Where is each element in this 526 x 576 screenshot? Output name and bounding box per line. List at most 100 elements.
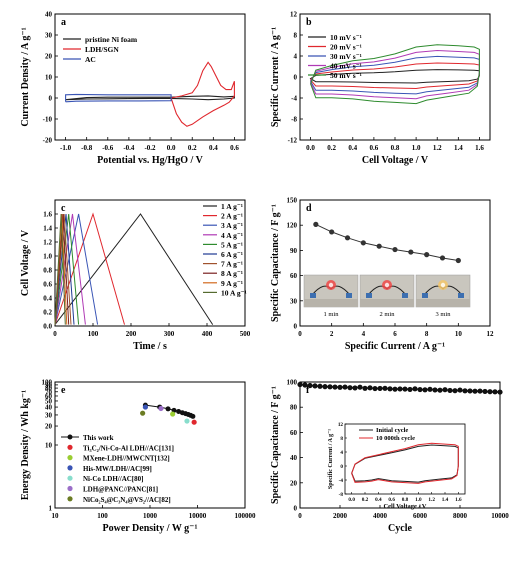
- x-tick-label: 10: [52, 512, 60, 520]
- x-tick-label: 0.4: [348, 144, 357, 152]
- x-tick-label: 400: [202, 330, 213, 338]
- y-tick-label: -12: [288, 137, 298, 145]
- inset-y-tick-label: 12: [338, 422, 344, 428]
- y-tick-label: 30: [45, 411, 53, 419]
- y-tick-label: 80: [290, 404, 298, 412]
- legend-label: Ti₃C₂/Ni-Co-Al LDH//AC[131]: [83, 444, 174, 452]
- y-tick-label: 60: [290, 272, 298, 280]
- cycle-point: [367, 385, 373, 391]
- inset-legend-label: 10 000th cycle: [376, 435, 415, 442]
- legend-label: 8 A g⁻¹: [221, 269, 243, 278]
- x-tick-label: 200: [126, 330, 137, 338]
- x-tick-label: 300: [164, 330, 175, 338]
- cycle-point: [452, 388, 458, 394]
- capacitance-line: [315, 223, 459, 261]
- y-tick-label: 50: [45, 397, 53, 405]
- cycle-point: [352, 385, 358, 391]
- gcd-curve: [54, 213, 99, 325]
- inset-cv-curve: [351, 442, 459, 484]
- cycle-point: [357, 384, 363, 390]
- cycle-point: [407, 386, 413, 393]
- legend-marker: [67, 444, 73, 450]
- capacitance-point: [424, 252, 430, 258]
- x-tick-label: 0: [53, 330, 57, 338]
- x-tick-label: 0.2: [327, 144, 336, 152]
- inset-y-tick-label: 0: [340, 464, 343, 470]
- y-tick-label: 120: [287, 222, 298, 230]
- cycle-point: [482, 388, 488, 395]
- y-tick-label: 0.4: [43, 295, 52, 303]
- inset-y-tick-label: 4: [340, 450, 343, 456]
- gcd-curve: [54, 213, 86, 325]
- legend-marker: [67, 475, 73, 481]
- y-tick-label: 10: [45, 74, 53, 82]
- x-tick-label: 1.0: [412, 144, 421, 152]
- legend-marker: [67, 434, 73, 440]
- legend-label: 20 mV s⁻¹: [330, 43, 362, 52]
- legend-label: 40 mV s⁻¹: [330, 62, 362, 71]
- plot-frame: [54, 199, 246, 327]
- cycle-point: [492, 389, 498, 395]
- capacitance-point: [376, 243, 382, 249]
- capacitance-point: [360, 240, 366, 246]
- x-tick-label: 10: [455, 330, 463, 338]
- y-tick-label: 70: [45, 388, 53, 396]
- capacitance-point: [455, 257, 461, 264]
- y-tick-label: 90: [290, 247, 298, 255]
- gcd-curve: [54, 213, 66, 325]
- x-tick-label: -1.0: [60, 144, 72, 152]
- photo-caption: 3 min: [436, 311, 452, 318]
- cycle-point: [457, 387, 463, 393]
- y-tick-label: 20: [45, 423, 53, 431]
- x-axis-label: Cycle: [388, 523, 412, 534]
- y-axis-label: Specific Current / A g⁻¹: [270, 27, 281, 127]
- y-tick-label: 8: [294, 32, 298, 40]
- inset-y-label: Specific Current / A g⁻¹: [328, 429, 334, 489]
- legend-label: 10 mV s⁻¹: [330, 33, 362, 42]
- y-tick-label: 0: [294, 323, 298, 331]
- y-tick-label: 10: [45, 442, 53, 450]
- x-tick-label: 0.2: [188, 144, 197, 152]
- panel-c: 0 100 200 300 400 500 0.0 0.2 0.4 0.6 0.8 1.0 1.2 1.4…: [20, 199, 251, 352]
- device-right: [402, 293, 408, 298]
- cycle-point: [332, 384, 338, 390]
- cycle-point: [382, 385, 388, 391]
- cv-curve: [310, 44, 480, 105]
- y-tick-label: 100: [42, 379, 53, 387]
- this-work-point: [190, 413, 196, 419]
- cycle-point: [437, 387, 443, 393]
- y-tick-label: 1.2: [43, 239, 52, 247]
- inset-x-tick-label: 1.6: [455, 497, 462, 503]
- y-tick-label: 90: [45, 381, 53, 389]
- x-tick-label: 100000: [235, 512, 257, 520]
- photo-frame: [359, 274, 415, 308]
- cycle-point: [297, 381, 303, 388]
- x-tick-label: 4: [362, 330, 366, 338]
- device-right: [346, 293, 352, 298]
- y-tick-label: 150: [287, 197, 298, 205]
- x-tick-label: 0.8: [391, 144, 400, 152]
- gcd-curve: [54, 213, 80, 325]
- inset-y-tick-label: -8: [339, 492, 344, 498]
- plot-frame: [299, 13, 491, 141]
- photo-caption: 1 min: [324, 311, 340, 318]
- legend-label: 50 mV s⁻¹: [330, 71, 362, 80]
- x-tick-label: 0.6: [230, 144, 239, 152]
- x-axis-label: Cell Voltage / V: [362, 155, 429, 166]
- gcd-curve: [54, 212, 125, 325]
- legend-label: 2 A g⁻¹: [221, 212, 243, 221]
- photo-frame: [415, 274, 471, 308]
- legend-label: Ni-Co LDH//AC[80]: [83, 475, 143, 483]
- cycle-point: [427, 386, 433, 392]
- panel-letter: d: [306, 203, 312, 214]
- inset-x-label: Cell Voltage / V: [383, 503, 426, 510]
- legend-label: LDH/SGN: [85, 45, 119, 54]
- x-tick-label: -0.2: [144, 144, 156, 152]
- panel-e: 10 100 1000 10000 10000011020304050607080901…: [20, 379, 256, 535]
- cycle-point: [402, 386, 408, 392]
- inset-x-tick-label: 0.0: [348, 497, 355, 503]
- literature-point: [170, 411, 176, 417]
- panel-a: -1.0 -0.8 -0.6 -0.4 -0.2 0.0 0.2 0.4 0.6 -20 -10 0 1…: [20, 11, 246, 166]
- cycle-point: [412, 386, 418, 392]
- legend-marker: [67, 485, 73, 492]
